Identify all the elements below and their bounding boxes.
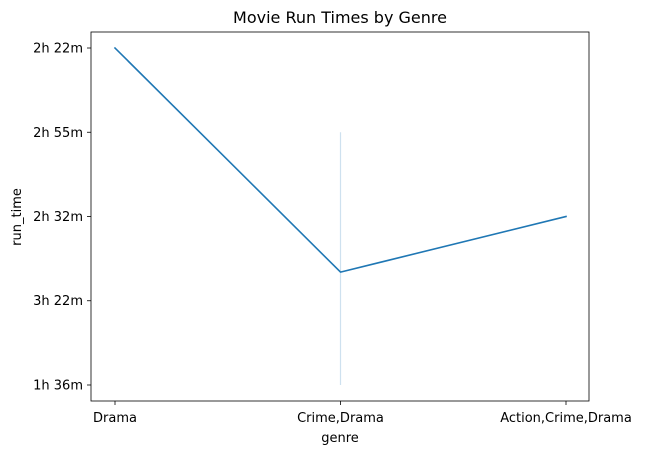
- y-tick-label: 2h 55m: [33, 126, 83, 141]
- y-tick-label: 1h 36m: [33, 378, 83, 393]
- y-tick-label: 2h 22m: [33, 42, 83, 57]
- x-tick-label: Action,Crime,Drama: [500, 411, 632, 426]
- plot-area: [90, 31, 590, 402]
- x-axis-title: genre: [321, 431, 359, 446]
- chart-title: Movie Run Times by Genre: [233, 8, 447, 27]
- y-tick-label: 2h 32m: [33, 210, 83, 225]
- x-tick-label: Crime,Drama: [297, 411, 384, 426]
- series-layer: [113, 46, 567, 273]
- x-axis: Drama Crime,Drama Action,Crime,Drama: [93, 401, 632, 426]
- y-tick-label: 3h 22m: [33, 294, 83, 309]
- x-tick-label: Drama: [93, 411, 137, 426]
- y-axis: 1h 36m 3h 22m 2h 32m 2h 55m 2h 22m: [33, 42, 91, 393]
- y-axis-title: run_time: [10, 188, 25, 246]
- series-line: [113, 46, 567, 273]
